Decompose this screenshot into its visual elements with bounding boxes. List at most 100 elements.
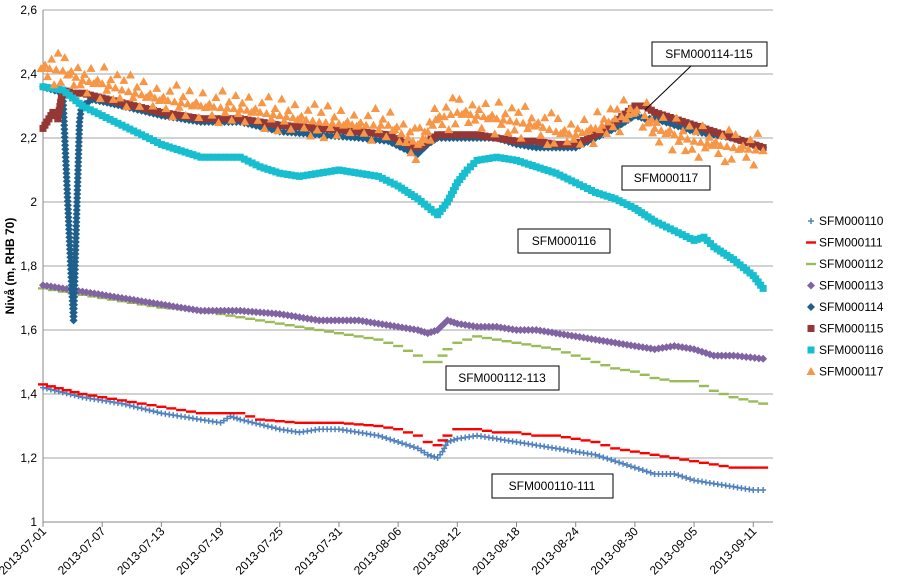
data-point bbox=[544, 167, 552, 175]
data-point bbox=[214, 118, 224, 127]
data-point bbox=[667, 145, 677, 154]
data-point bbox=[396, 129, 406, 138]
data-point bbox=[241, 417, 248, 424]
data-point bbox=[443, 198, 451, 206]
data-point bbox=[314, 421, 325, 424]
data-point bbox=[153, 107, 161, 115]
data-point bbox=[623, 201, 631, 209]
data-point bbox=[550, 348, 561, 351]
data-point bbox=[678, 126, 688, 135]
y-tick-label: 2,2 bbox=[20, 131, 37, 145]
data-point bbox=[437, 439, 448, 442]
data-point bbox=[173, 146, 181, 154]
data-point bbox=[303, 123, 311, 131]
data-point bbox=[264, 92, 274, 101]
data-point bbox=[401, 137, 411, 146]
data-point bbox=[603, 192, 611, 200]
data-point bbox=[150, 93, 160, 102]
data-point bbox=[507, 103, 517, 112]
data-point bbox=[201, 115, 209, 123]
data-point bbox=[643, 118, 653, 127]
data-point bbox=[211, 92, 221, 101]
data-point bbox=[195, 412, 206, 415]
data-point bbox=[57, 94, 65, 102]
data-point bbox=[87, 394, 98, 397]
data-point bbox=[47, 54, 57, 63]
annotation-sfm000110-111: SFM000110-111 bbox=[491, 473, 614, 499]
data-point bbox=[235, 316, 246, 319]
data-point bbox=[595, 125, 605, 134]
data-point bbox=[138, 131, 146, 139]
data-point bbox=[351, 127, 359, 135]
data-point bbox=[670, 227, 678, 235]
data-point bbox=[169, 144, 177, 152]
data-point bbox=[36, 64, 46, 73]
data-point bbox=[556, 140, 564, 148]
data-point bbox=[647, 469, 654, 476]
data-point bbox=[580, 137, 588, 145]
data-point bbox=[363, 111, 373, 120]
data-point bbox=[256, 163, 264, 171]
data-point bbox=[416, 137, 426, 146]
data-point bbox=[217, 115, 225, 123]
data-point bbox=[308, 116, 318, 125]
data-point bbox=[388, 125, 398, 134]
data-point bbox=[123, 87, 133, 96]
data-point bbox=[710, 128, 718, 136]
data-point bbox=[157, 108, 165, 116]
data-point bbox=[759, 284, 767, 292]
data-point bbox=[741, 152, 751, 161]
data-point bbox=[439, 112, 449, 121]
data-point bbox=[751, 145, 761, 154]
data-point bbox=[126, 402, 133, 409]
data-point bbox=[177, 112, 185, 120]
data-point bbox=[556, 129, 566, 138]
data-point bbox=[272, 168, 280, 176]
data-point bbox=[268, 167, 276, 175]
data-point bbox=[758, 146, 768, 155]
data-point bbox=[280, 170, 288, 178]
data-point bbox=[355, 169, 363, 177]
data-point bbox=[288, 171, 296, 179]
data-point bbox=[273, 126, 283, 135]
data-point bbox=[168, 112, 178, 121]
data-point bbox=[311, 170, 319, 178]
data-point bbox=[311, 124, 319, 132]
data-point bbox=[550, 434, 561, 437]
data-point bbox=[395, 439, 402, 445]
data-point bbox=[73, 63, 83, 72]
data-point bbox=[587, 133, 595, 141]
data-point bbox=[86, 63, 96, 72]
data-point bbox=[303, 171, 311, 179]
data-point bbox=[624, 462, 630, 469]
data-point bbox=[649, 453, 660, 456]
data-point bbox=[295, 123, 303, 131]
data-point bbox=[412, 354, 423, 357]
data-point bbox=[510, 125, 520, 134]
data-point bbox=[481, 336, 492, 340]
data-point bbox=[655, 110, 663, 118]
data-point bbox=[165, 86, 175, 95]
data-point bbox=[126, 301, 137, 304]
data-point bbox=[579, 115, 589, 124]
data-point bbox=[493, 134, 501, 142]
data-point bbox=[149, 106, 157, 114]
data-point bbox=[758, 402, 769, 405]
data-point bbox=[82, 104, 90, 112]
data-point bbox=[629, 370, 640, 373]
data-point bbox=[544, 124, 554, 133]
data-point bbox=[373, 338, 384, 341]
data-point bbox=[546, 108, 556, 117]
data-point bbox=[228, 153, 236, 161]
data-point bbox=[237, 98, 247, 107]
data-point bbox=[481, 155, 489, 163]
x-tick-label: 2013-08-06 bbox=[351, 524, 405, 578]
data-point bbox=[74, 89, 82, 97]
data-point bbox=[181, 148, 189, 156]
y-tick-label: 1,8 bbox=[20, 259, 37, 273]
data-point bbox=[343, 127, 351, 135]
data-point bbox=[150, 408, 157, 415]
legend-marker bbox=[807, 325, 815, 332]
data-point bbox=[283, 106, 293, 115]
data-point bbox=[290, 100, 300, 109]
